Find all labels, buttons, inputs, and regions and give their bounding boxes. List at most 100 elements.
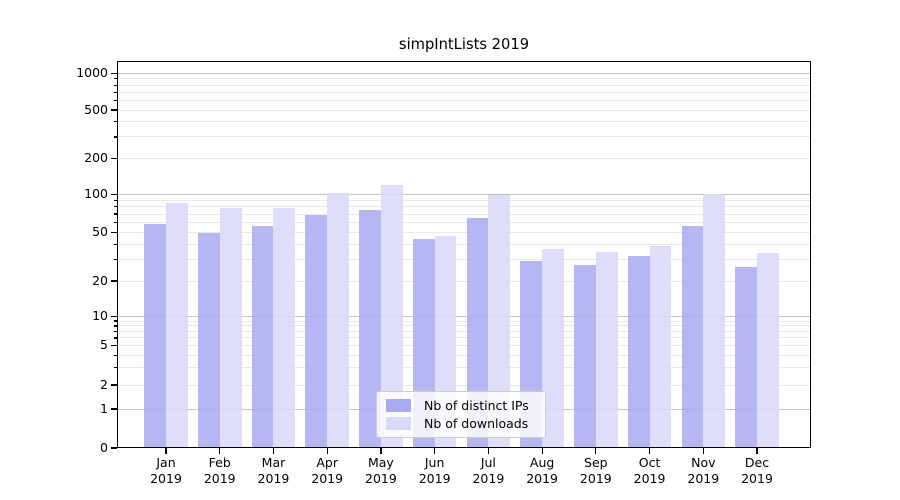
axes-spines [117,61,811,448]
ytick-label-5: 5 [100,337,108,352]
ytick-mark-500 [111,109,117,111]
xtick-label-apr: Apr 2019 [311,455,344,486]
gridline-minor-7 [117,331,811,333]
ytick-minor-mark-90 [113,199,117,201]
gridline-minor-200 [117,157,811,159]
ytick-label-0: 0 [100,439,108,455]
ytick-mark-2 [111,384,117,386]
bar-nb-of-distinct-ips-mar [251,226,274,448]
ytick-minor-mark-7 [113,330,117,333]
xtick-label-aug: Aug 2019 [526,455,559,486]
ytick-mark-20 [111,280,117,282]
legend-swatch-distinct-ips [386,398,411,412]
gridline-minor-20 [117,280,811,282]
xtick-mark-jul [487,448,489,454]
gridline-major-1000 [117,72,811,74]
legend-swatch-downloads [386,417,411,431]
xtick-label-jul: Jul 2019 [472,455,505,486]
bar-nb-of-downloads-sep [595,251,618,448]
legend-item-downloads: Nb of downloads [386,415,537,434]
bar-nb-of-distinct-ips-apr [305,214,328,448]
ytick-label-200: 200 [84,149,108,165]
legend-label-downloads: Nb of downloads [424,416,529,432]
ytick-minor-mark-80 [113,206,117,208]
gridline-minor-900 [117,78,811,80]
xtick-mark-may [380,448,382,454]
gridline-minor-50 [117,232,811,234]
gridline-major-100 [117,193,811,195]
bar-nb-of-distinct-ips-may [359,209,381,448]
xtick-mark-mar [272,448,275,454]
ytick-mark-5 [111,344,117,347]
xtick-label-feb: Feb 2019 [203,455,236,486]
gridline-minor-700 [117,91,811,93]
ytick-minor-mark-3 [113,366,117,369]
xtick-mark-dec [756,448,758,454]
ytick-minor-mark-900 [113,78,117,80]
gridline-minor-500 [117,109,811,111]
bar-nb-of-distinct-ips-nov [681,226,704,448]
gridline-minor-5 [117,345,811,346]
ytick-minor-mark-800 [113,84,117,86]
bar-nb-of-downloads-apr [327,193,349,448]
gridline-minor-70 [117,213,811,215]
ytick-label-50: 50 [92,224,108,240]
bar-nb-of-downloads-nov [703,193,726,448]
ytick-label-10: 10 [92,308,108,324]
bar-nb-of-distinct-ips-jan [144,224,166,448]
ytick-minor-mark-400 [113,121,117,123]
ytick-label-100: 100 [84,185,108,201]
ytick-mark-0 [111,447,117,449]
ytick-mark-100 [111,193,117,195]
bar-nb-of-distinct-ips-feb [197,232,220,448]
ytick-mark-200 [111,157,117,159]
bar-nb-of-downloads-dec [757,253,779,448]
ytick-minor-mark-30 [113,259,117,261]
xtick-mark-aug [541,448,543,454]
ytick-minor-mark-8 [113,325,117,327]
xtick-mark-nov [702,448,704,454]
bar-nb-of-distinct-ips-oct [627,256,650,448]
gridline-minor-60 [117,222,811,224]
ytick-minor-mark-700 [113,91,117,93]
ytick-minor-mark-6 [113,337,117,339]
gridline-minor-600 [117,99,811,101]
xtick-mark-apr [326,448,328,454]
xtick-mark-oct [648,448,651,454]
gridline-minor-6 [117,337,811,339]
gridline-minor-40 [117,243,811,245]
bar-nb-of-downloads-jul [488,195,511,448]
gridline-minor-400 [117,121,811,123]
xtick-label-jan: Jan 2019 [150,455,182,486]
xtick-label-nov: Nov 2019 [687,455,720,486]
ytick-mark-50 [111,232,117,234]
xtick-label-sep: Sep 2019 [579,455,612,486]
xtick-label-jun: Jun 2019 [418,455,451,486]
ytick-label-1000: 1000 [76,64,108,80]
ytick-minor-mark-600 [113,99,117,101]
legend: Nb of distinct IPs Nb of downloads [376,391,546,438]
xtick-mark-sep [595,448,597,454]
gridline-minor-3 [117,367,811,369]
legend-item-distinct-ips: Nb of distinct IPs [386,396,537,415]
bar-nb-of-downloads-aug [542,248,564,448]
gridline-major-10 [117,316,811,318]
xtick-mark-jun [434,448,436,454]
xtick-label-mar: Mar 2019 [257,455,290,486]
ytick-mark-1 [111,408,117,410]
ytick-mark-10 [111,316,117,318]
xtick-mark-jan [165,448,167,454]
bar-nb-of-distinct-ips-dec [735,267,758,448]
bar-nb-of-distinct-ips-sep [574,265,596,448]
bar-nb-of-distinct-ips-jul [466,218,489,448]
ytick-minor-mark-4 [113,354,117,356]
bar-nb-of-downloads-may [380,185,403,448]
ytick-minor-mark-300 [113,136,117,138]
ytick-label-2: 2 [100,376,108,392]
gridline-minor-4 [117,354,811,356]
bar-nb-of-downloads-oct [649,245,672,448]
gridline-minor-30 [117,259,811,261]
ytick-label-20: 20 [92,272,108,288]
bar-nb-of-downloads-mar [273,208,296,448]
